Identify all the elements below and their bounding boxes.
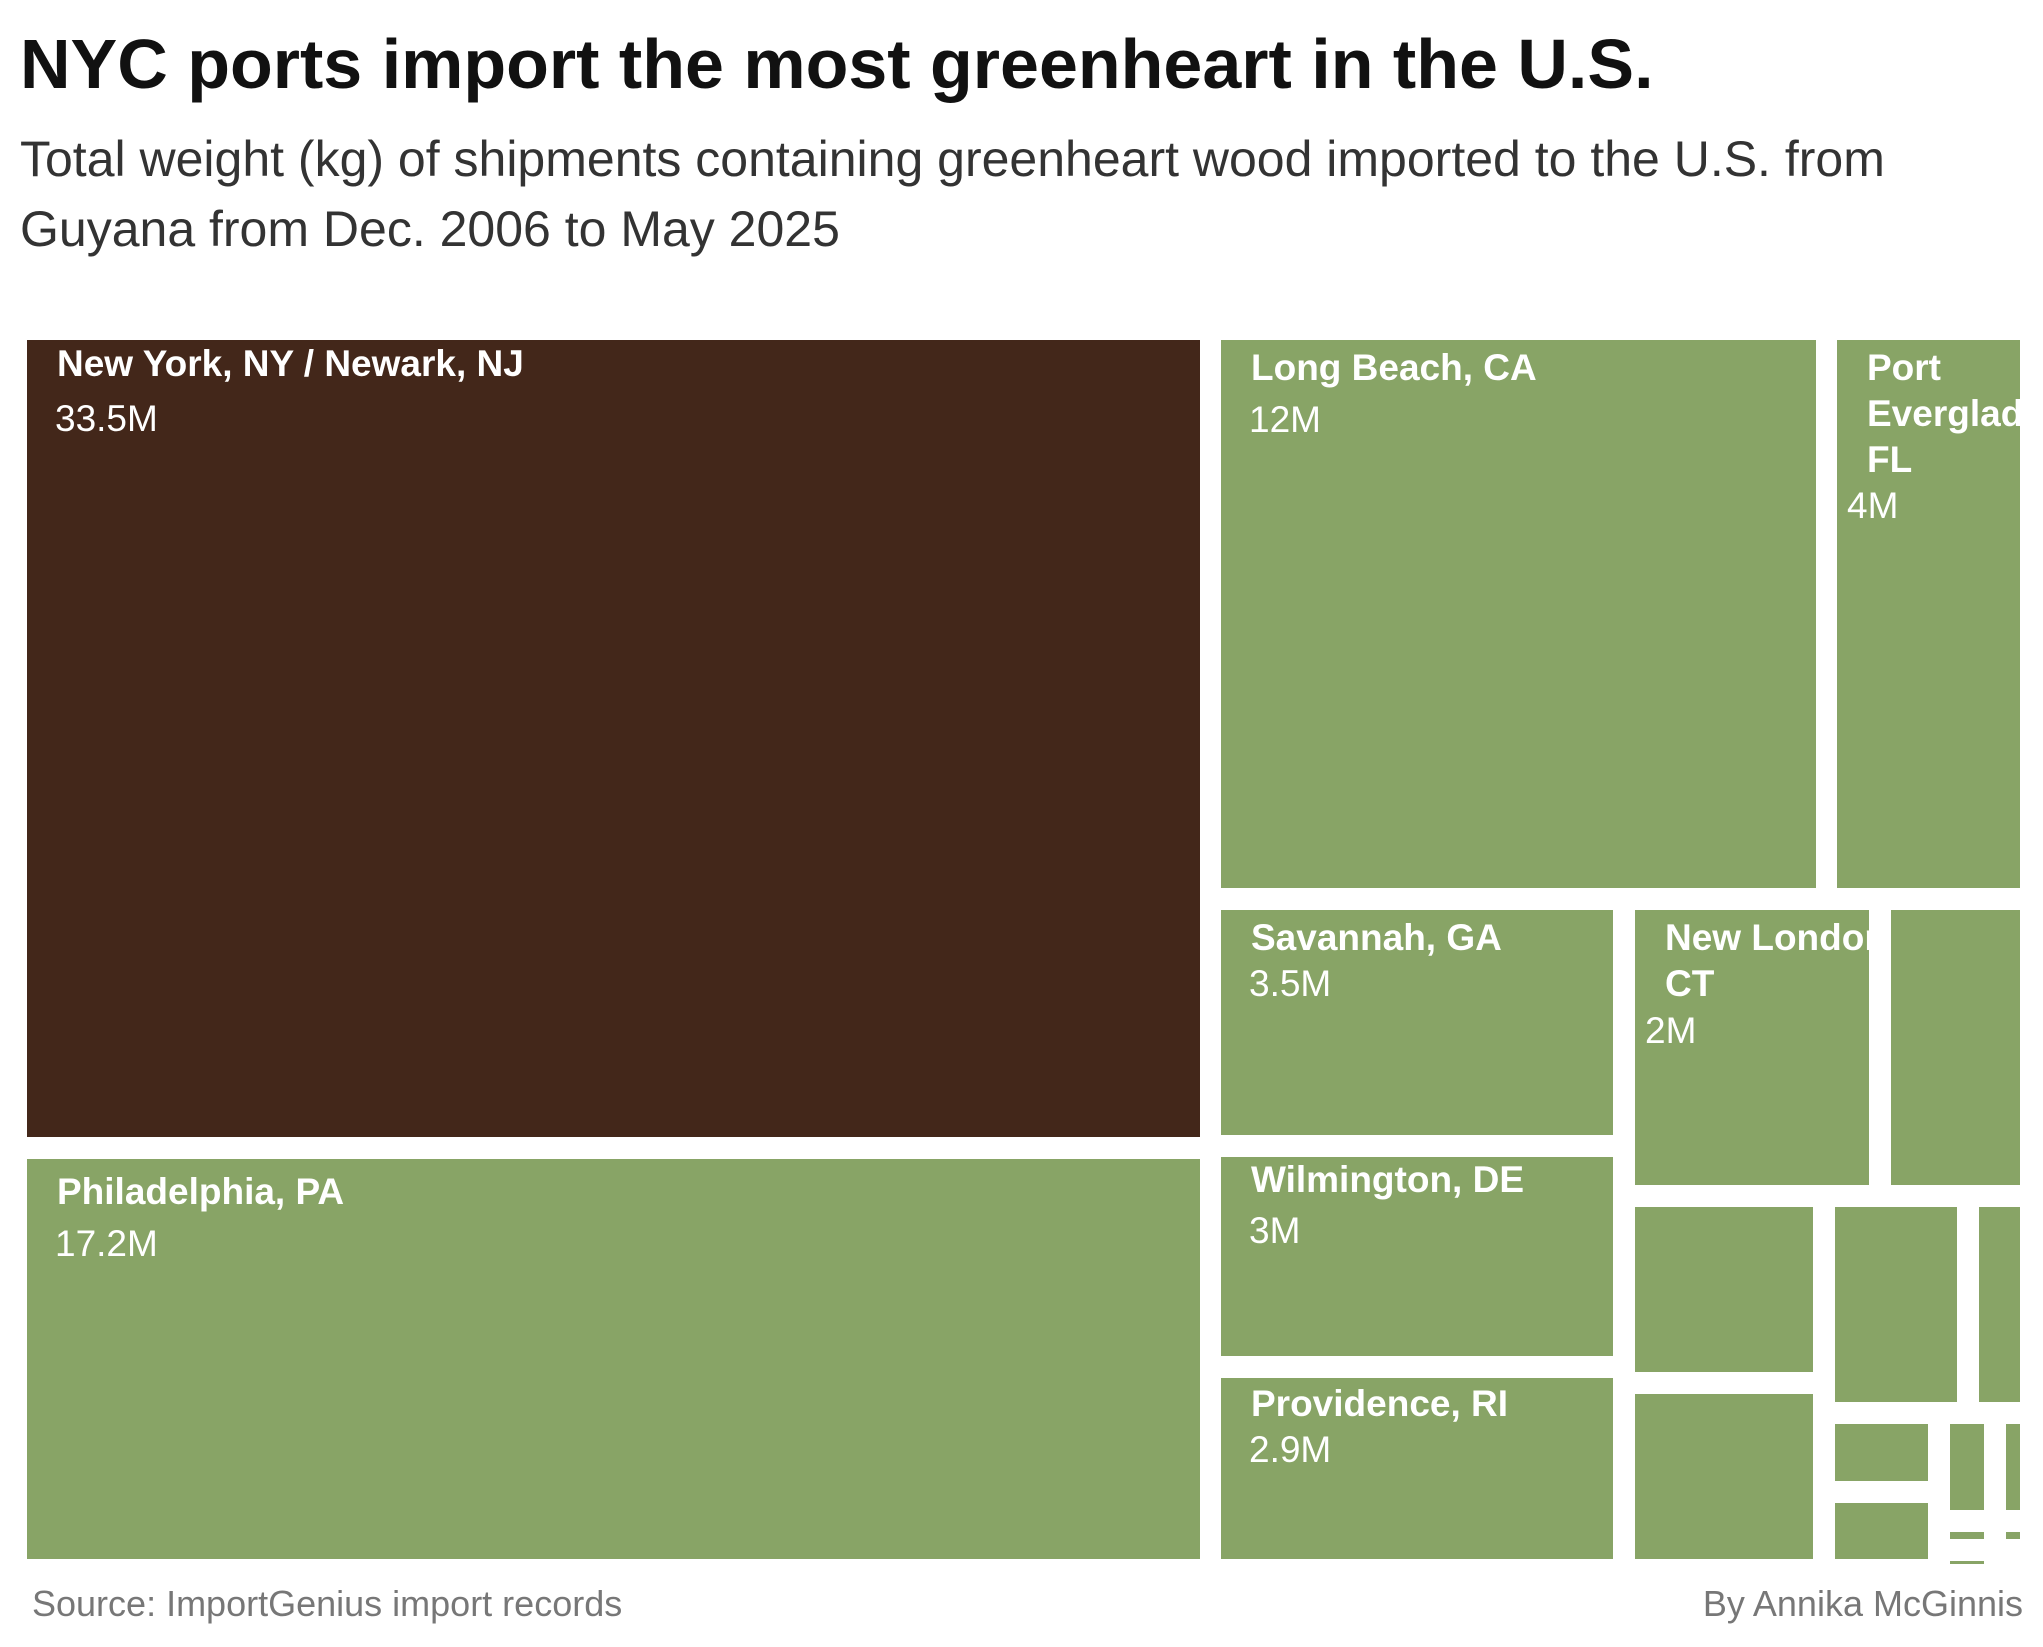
treemap-rect [1221,340,1816,888]
treemap-tile-port-everglades-fl: PortEverglades,FL 4M [1837,340,2043,888]
treemap-rect [2006,1424,2020,1510]
treemap-rect [1835,1424,1928,1481]
tile-value-label: 12M [1249,399,1321,440]
tile-name-label: PortEverglades,FL [1867,347,2043,480]
treemap-tile-new-london-ct: New London, CT 2M [1635,910,1897,1185]
treemap-tile-unlabeled-19 [2006,1532,2020,1539]
tile-name-label: New London, CT [1665,917,1897,1004]
treemap-rect [2006,1532,2020,1539]
tile-name-label: New York, NY / Newark, NJ [57,343,524,384]
treemap-rect [1837,340,2020,888]
treemap-rect [1635,910,1869,1185]
tile-value-label: 17.2M [55,1223,158,1264]
treemap-tile-unlabeled-14 [1835,1503,1928,1559]
byline: By Annika McGinnis [1702,1583,2023,1624]
tile-value-label: 4M [1847,485,1898,526]
chart-subtitle: Total weight (kg) of shipments containin… [20,131,1885,257]
treemap-tile-unlabeled-11 [1979,1207,2020,1402]
treemap-tile-unlabeled-9 [1635,1207,1813,1372]
treemap-tile-new-york-ny-newark-nj: New York, NY / Newark, NJ 33.5M [27,340,1200,1137]
treemap-tile-unlabeled-12 [1635,1394,1813,1559]
tile-name-label: Philadelphia, PA [57,1171,344,1212]
tile-value-label: 3.5M [1249,963,1331,1004]
treemap-rect [1891,910,2020,1185]
tile-name-label: Providence, RI [1251,1383,1508,1424]
chart-title: NYC ports import the most greenheart in … [20,25,1654,103]
treemap-rect [1835,1503,1928,1559]
treemap-rect [1950,1532,1984,1539]
treemap-rect [1221,1378,1613,1559]
treemap-rect [1221,1157,1613,1356]
treemap-tile-wilmington-de: Wilmington, DE 3M [1221,1157,1613,1356]
tile-value-label: 2.9M [1249,1429,1331,1470]
treemap-rect [27,1159,1200,1559]
treemap-tile-unlabeled-18 [1950,1561,1984,1564]
tile-value-label: 2M [1645,1010,1696,1051]
treemap-rect [1835,1207,1957,1402]
treemap-rect [1979,1207,2020,1402]
tile-name-label: Wilmington, DE [1251,1159,1524,1200]
tile-name-label: Long Beach, CA [1251,347,1537,388]
treemap-tile-unlabeled-16 [2006,1424,2020,1510]
treemap-rect [27,340,1200,1137]
treemap-tile-unlabeled-10 [1835,1207,1957,1402]
treemap-rect [1950,1424,1984,1510]
treemap-tile-unlabeled-15 [1950,1424,1984,1510]
treemap-tile-unlabeled-8 [1891,910,2020,1185]
treemap-rect [1221,910,1613,1135]
treemap-tile-providence-ri: Providence, RI 2.9M [1221,1378,1613,1559]
tile-value-label: 33.5M [55,398,158,439]
treemap-rect [1950,1561,1984,1564]
treemap-tile-unlabeled-17 [1950,1532,1984,1539]
treemap-rect [1635,1207,1813,1372]
treemap-tile-unlabeled-13 [1835,1424,1928,1481]
tile-name-label: Savannah, GA [1251,917,1502,958]
tile-value-label: 3M [1249,1210,1300,1251]
treemap-tile-savannah-ga: Savannah, GA 3.5M [1221,910,1613,1135]
treemap-rect [1635,1394,1813,1559]
treemap-tile-philadelphia-pa: Philadelphia, PA 17.2M [27,1159,1200,1559]
treemap-tile-long-beach-ca: Long Beach, CA 12M [1221,340,1816,888]
source-note: Source: ImportGenius import records [32,1583,623,1624]
